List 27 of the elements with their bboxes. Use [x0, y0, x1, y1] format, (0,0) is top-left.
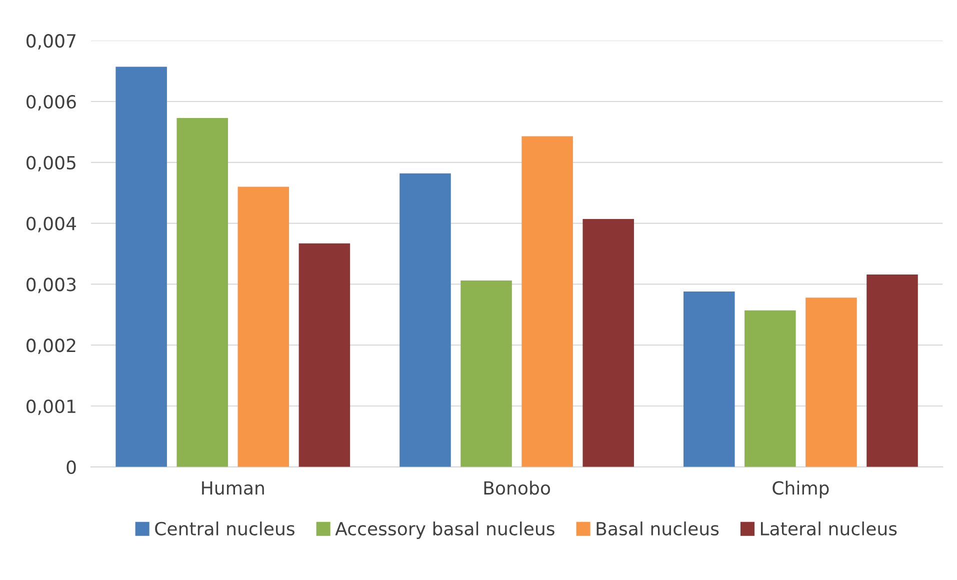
legend-label: Basal nucleus [596, 522, 719, 536]
legend-label: Accessory basal nucleus [335, 522, 554, 539]
legend-label: Central nucleus [155, 522, 294, 536]
bar [176, 118, 228, 467]
bar [806, 298, 857, 467]
bar [744, 310, 796, 467]
bar [400, 173, 451, 467]
x-tick-label: Human [202, 481, 264, 495]
bar [866, 274, 918, 467]
legend-label: Lateral nucleus [760, 522, 897, 536]
y-tick-label: 0,005 [26, 156, 76, 172]
x-tick-label: Chimp [772, 480, 829, 498]
bar [460, 280, 512, 467]
y-tick-label: 0,006 [26, 94, 76, 110]
y-tick-label: 0,001 [26, 399, 76, 415]
y-tick-label: 0,007 [26, 34, 76, 50]
y-tick-label: 0,002 [26, 338, 76, 354]
bar [522, 136, 573, 467]
y-tick-label: 0 [66, 460, 76, 474]
bar [298, 243, 350, 467]
bar [582, 219, 634, 467]
bar [116, 66, 167, 467]
y-tick-label: 0,003 [26, 278, 76, 294]
x-tick-label: Bonobo [484, 480, 550, 495]
bar [238, 186, 290, 467]
y-tick-label: 0,004 [26, 216, 76, 232]
bar [683, 292, 735, 467]
